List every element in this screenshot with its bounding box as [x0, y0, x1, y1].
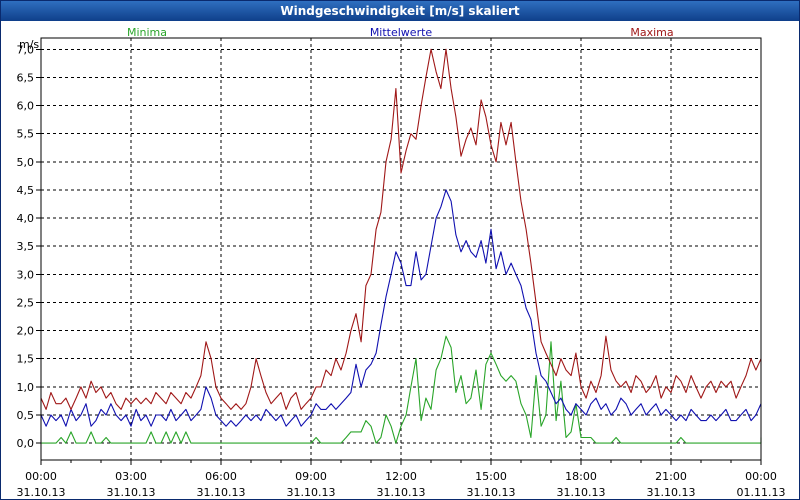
x-tick-date-label: 31.10.13: [107, 486, 156, 499]
y-tick-label: 3,0: [17, 268, 35, 281]
series-line-minima: [41, 335, 762, 444]
chart-title: Windgeschwindigkeit [m/s] skaliert: [1, 1, 799, 21]
x-tick-date-label: 31.10.13: [647, 486, 696, 499]
legend-entry-mittelwerte: Mittelwerte: [370, 26, 433, 39]
x-tick-time-label: 00:00: [25, 470, 57, 483]
x-tick-date-label: 31.10.13: [17, 486, 66, 499]
y-tick-label: 1,0: [17, 381, 35, 394]
series-layer: [40, 48, 762, 444]
y-tick-label: 3,5: [17, 240, 35, 253]
y-tick-label: 6,5: [17, 71, 35, 84]
x-tick-time-label: 12:00: [385, 470, 417, 483]
grid: [41, 38, 761, 460]
x-tick-time-label: 03:00: [115, 470, 147, 483]
x-tick-date-label: 31.10.13: [467, 486, 516, 499]
x-tick-date-label: 31.10.13: [197, 486, 246, 499]
axes: [36, 37, 762, 465]
x-tick-time-label: 00:00: [745, 470, 777, 483]
y-tick-label: 0,5: [17, 409, 35, 422]
y-tick-label: 0,0: [17, 437, 35, 450]
x-tick-time-label: 06:00: [205, 470, 237, 483]
chart-canvas: 0,0 0,5 1,0 1,5 2,0 2,5 3,0 3,5 4,0 4,5 5,0 5,5 6,0 6…: [17, 26, 786, 499]
y-tick-label: 2,0: [17, 325, 35, 338]
y-tick-label: 6,0: [17, 100, 35, 113]
y-tick-label: 5,0: [17, 156, 35, 169]
x-tick-date-label: 01.11.13: [737, 486, 786, 499]
x-tick-date-label: 31.10.13: [557, 486, 606, 499]
y-tick-label: 2,5: [17, 296, 35, 309]
labels: 0,0 0,5 1,0 1,5 2,0 2,5 3,0 3,5 4,0 4,5 5,0 5,5 6,0 6…: [17, 26, 786, 499]
series-line-maxima: [40, 48, 762, 410]
y-axis-label: m/s: [19, 38, 39, 51]
x-tick-time-label: 15:00: [475, 470, 507, 483]
y-tick-label: 7,0: [17, 43, 35, 56]
y-tick-label: 1,5: [17, 353, 35, 366]
x-tick-time-label: 09:00: [295, 470, 327, 483]
y-tick-label: 5,5: [17, 128, 35, 141]
legend-entry-minima: Minima: [127, 26, 167, 39]
y-tick-label: 4,5: [17, 184, 35, 197]
legend-entry-maxima: Maxima: [630, 26, 673, 39]
y-tick-label: 4,0: [17, 212, 35, 225]
series-line-mittelwerte: [40, 189, 762, 427]
x-tick-date-label: 31.10.13: [377, 486, 426, 499]
x-tick-time-label: 21:00: [655, 470, 687, 483]
x-tick-time-label: 18:00: [565, 470, 597, 483]
plot-border: [40, 37, 762, 461]
x-tick-date-label: 31.10.13: [287, 486, 336, 499]
